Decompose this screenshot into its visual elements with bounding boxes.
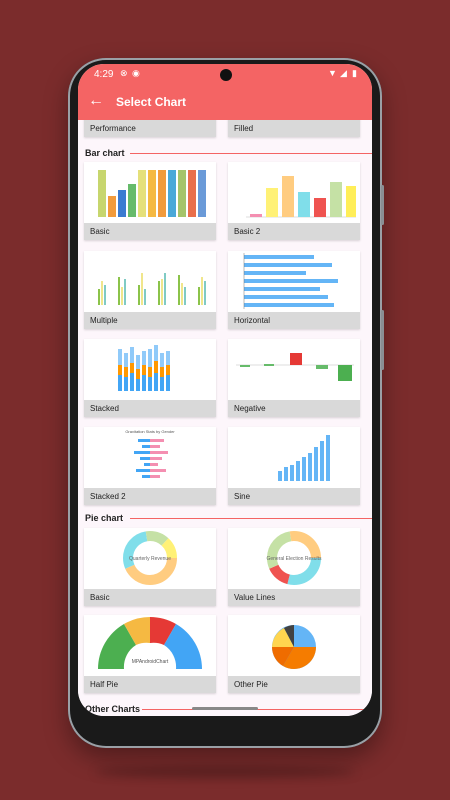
pie-basic-thumbnail: Quarterly Revenue xyxy=(123,531,177,585)
gesture-bar[interactable] xyxy=(192,707,258,710)
card-bar-horizontal[interactable]: Horizontal xyxy=(228,251,360,329)
card-label: Basic xyxy=(84,223,216,240)
card-label: Basic 2 xyxy=(228,223,360,240)
page-title: Select Chart xyxy=(116,95,187,109)
card-pie-half[interactable]: MPAndroidChart Half Pie xyxy=(84,615,216,693)
arrow-left-icon[interactable]: ← xyxy=(88,92,104,109)
section-other-charts: Other Charts xyxy=(85,704,141,714)
app-bar: ← Select Chart xyxy=(78,84,372,120)
front-camera xyxy=(220,69,232,81)
power-button xyxy=(381,310,384,370)
section-pie-chart: Pie chart xyxy=(85,513,124,523)
wifi-icon: ▼ xyxy=(328,68,337,78)
card-label: Stacked 2 xyxy=(84,488,216,505)
card-label: Multiple xyxy=(84,312,216,329)
card-bar-sine[interactable]: Sine xyxy=(228,427,360,505)
bar-basic-thumbnail xyxy=(98,170,206,217)
battery-icon: ▮ xyxy=(352,68,357,78)
card-pie-value-lines[interactable]: General Election Results Value Lines xyxy=(228,528,360,606)
bar-negative-thumbnail xyxy=(236,353,354,381)
card-label: Horizontal xyxy=(228,312,360,329)
card-pie-basic[interactable]: Quarterly Revenue Basic xyxy=(84,528,216,606)
card-filled[interactable]: Filled xyxy=(228,120,360,137)
section-divider xyxy=(130,518,372,519)
settings-status-icon: ⊗ xyxy=(120,68,128,78)
card-label: Filled xyxy=(228,120,360,137)
chart-list[interactable]: Performance Filled Bar chart Basic xyxy=(78,120,372,716)
card-label: Other Pie xyxy=(228,676,360,693)
pie-value-lines-thumbnail: General Election Results xyxy=(266,531,322,585)
card-label: Value Lines xyxy=(228,589,360,606)
card-label: Negative xyxy=(228,400,360,417)
card-label: Half Pie xyxy=(84,676,216,693)
card-bar-negative[interactable]: Negative xyxy=(228,339,360,417)
half-pie-text: MPAndroidChart xyxy=(132,659,169,665)
notification-status-icon: ◉ xyxy=(132,68,140,78)
bar-stacked2-thumbnail: Gravitation Stats by Gender xyxy=(125,429,175,478)
bar-basic2-thumbnail xyxy=(246,176,356,218)
screen: 4:29 ⊗ ◉ ▼ ◢ ▮ ← Select Chart Performanc… xyxy=(78,64,372,716)
card-label: Stacked xyxy=(84,400,216,417)
card-bar-basic-2[interactable]: Basic 2 xyxy=(228,162,360,240)
bar-multiple-thumbnail xyxy=(98,273,206,305)
pie-other-thumbnail xyxy=(272,625,316,669)
stacked2-title: Gravitation Stats by Gender xyxy=(125,429,175,434)
pie-half-thumbnail: MPAndroidChart xyxy=(98,617,202,669)
card-performance[interactable]: Performance xyxy=(84,120,216,137)
card-bar-stacked-2[interactable]: Gravitation Stats by Gender Stacked 2 xyxy=(84,427,216,505)
status-time: 4:29 xyxy=(94,69,114,80)
section-bar-chart: Bar chart xyxy=(85,148,125,158)
pie-center-text: Quarterly Revenue xyxy=(129,556,171,562)
signal-icon: ◢ xyxy=(340,68,347,78)
card-bar-basic[interactable]: Basic xyxy=(84,162,216,240)
card-label: Performance xyxy=(84,120,216,137)
bar-stacked-thumbnail xyxy=(118,345,170,391)
bar-horizontal-thumbnail xyxy=(243,253,338,309)
phone-shadow xyxy=(95,766,355,778)
card-bar-stacked[interactable]: Stacked xyxy=(84,339,216,417)
pie-center-text: General Election Results xyxy=(266,556,322,562)
card-label: Basic xyxy=(84,589,216,606)
card-pie-other[interactable]: Other Pie xyxy=(228,615,360,693)
section-divider xyxy=(130,153,372,154)
bar-sine-thumbnail xyxy=(278,435,330,481)
card-label: Sine xyxy=(228,488,360,505)
status-bar: 4:29 ⊗ ◉ ▼ ◢ ▮ xyxy=(78,64,372,84)
volume-button xyxy=(381,185,384,225)
card-bar-multiple[interactable]: Multiple xyxy=(84,251,216,329)
